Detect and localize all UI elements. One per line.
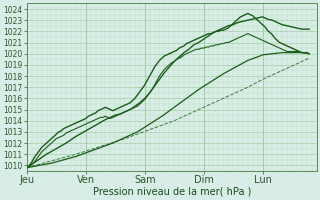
X-axis label: Pression niveau de la mer( hPa ): Pression niveau de la mer( hPa ) [92, 187, 251, 197]
